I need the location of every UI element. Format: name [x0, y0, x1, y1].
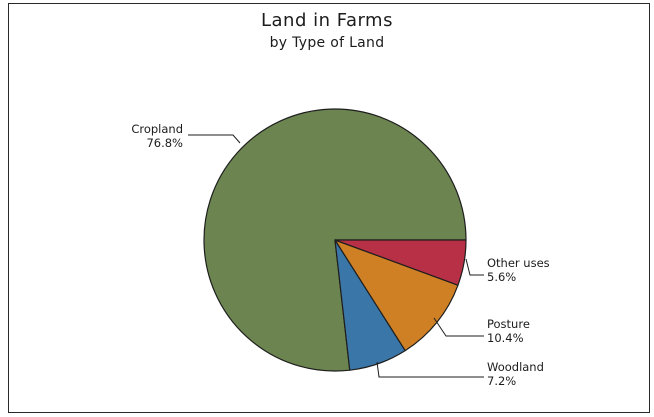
slice-label-posture: Posture — [487, 317, 530, 331]
chart-title: Land in Farms — [261, 10, 393, 31]
slice-label-woodland: Woodland — [487, 360, 544, 374]
slice-label-cropland: Cropland — [131, 122, 183, 136]
slice-value-woodland: 7.2% — [487, 374, 516, 388]
leader-line-woodland — [376, 361, 484, 378]
slice-value-cropland: 76.8% — [146, 136, 183, 150]
slice-label-other-uses: Other uses — [487, 256, 550, 270]
slice-value-other-uses: 5.6% — [487, 270, 516, 284]
leader-lines — [188, 134, 484, 378]
slice-value-posture: 10.4% — [487, 331, 524, 345]
chart-subtitle: by Type of Land — [269, 35, 385, 51]
pie-slice-other-uses — [334, 239, 467, 286]
leader-line-other-uses — [465, 258, 484, 276]
leader-line-cropland — [188, 134, 241, 144]
pie-slices — [203, 108, 467, 372]
leader-line-posture — [433, 317, 484, 337]
